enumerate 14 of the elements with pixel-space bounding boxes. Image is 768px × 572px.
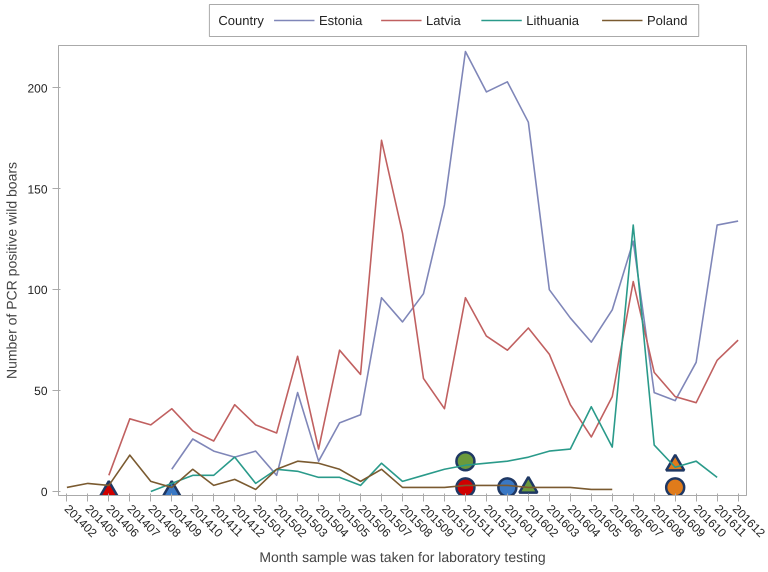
legend-label: Latvia (426, 13, 462, 28)
y-tick-label: 150 (27, 182, 48, 196)
y-tick-label: 0 (40, 484, 48, 499)
legend-label: Poland (646, 13, 688, 28)
y-tick-label: 50 (34, 384, 48, 398)
y-axis-title: Number of PCR positive wild boars (3, 162, 20, 380)
line-series (170, 50, 739, 476)
legend-title: Country (218, 13, 264, 28)
y-tick-label: 200 (27, 81, 48, 96)
x-axis-title: Month sample was taken for laboratory testing (259, 549, 546, 566)
y-tick-label: 100 (27, 283, 48, 298)
legend-label: Lithuania (526, 13, 580, 28)
legend-label: Estonia (318, 13, 364, 28)
line-series (108, 140, 739, 476)
